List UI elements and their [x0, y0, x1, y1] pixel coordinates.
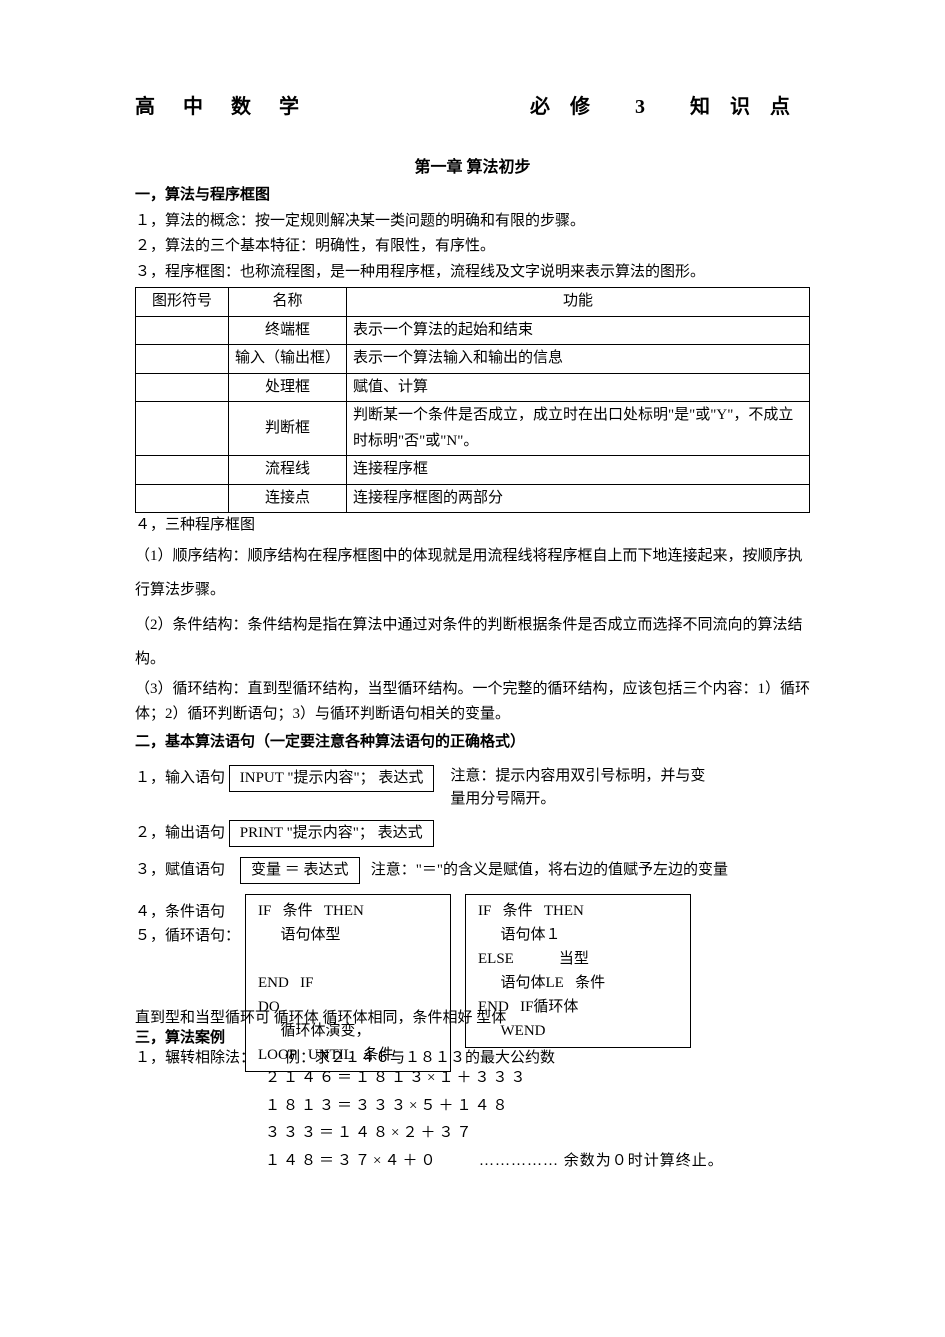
- cell-name: 连接点: [229, 484, 347, 513]
- th-function: 功能: [347, 288, 810, 317]
- cell-func: 表示一个算法的起始和结束: [347, 316, 810, 345]
- title-right: 必修 3 知识点: [530, 90, 810, 124]
- calc-last: １４８＝３７×４＋０: [265, 1153, 438, 1169]
- cell-symbol: [136, 456, 229, 485]
- cell-name: 终端框: [229, 316, 347, 345]
- document-title: 高中数学 必修 3 知识点: [135, 90, 810, 124]
- s3-1: １，辗转相除法： 例：求２１４６与１８１３的最大公约数: [135, 1046, 555, 1072]
- cell-symbol: [136, 402, 229, 456]
- cell-func: 赋值、计算: [347, 373, 810, 402]
- cell-func: 判断某一个条件是否成立，成立时在出口处标明"是"或"Y"，不成立时标明"否"或"…: [347, 402, 810, 456]
- table-row: 连接点 连接程序框图的两部分: [136, 484, 810, 513]
- table-row: 判断框 判断某一个条件是否成立，成立时在出口处标明"是"或"Y"，不成立时标明"…: [136, 402, 810, 456]
- stmt-note: 注意：提示内容用双引号标明，并与变量用分号隔开。: [450, 765, 710, 810]
- document-page: 高中数学 必修 3 知识点 第一章 算法初步 一，算法与程序框图 １，算法的概念…: [0, 0, 945, 1236]
- cell-func: 连接程序框图的两部分: [347, 484, 810, 513]
- cell-name: 输入（输出框）: [229, 345, 347, 374]
- symbol-table: 图形符号 名称 功能 终端框 表示一个算法的起始和结束 输入（输出框） 表示一个…: [135, 287, 810, 513]
- stmt1-box: INPUT "提示内容"； 表达式: [229, 765, 435, 792]
- para-1-4-1: （1）顺序结构：顺序结构在程序框图中的体现就是用流程线将程序框自上而下地连接起来…: [135, 539, 810, 608]
- table-row: 输入（输出框） 表示一个算法输入和输出的信息: [136, 345, 810, 374]
- stmt1-label: １，输入语句: [135, 770, 225, 786]
- calc-line: ３３３＝１４８×２＋３７: [265, 1121, 810, 1147]
- para-1-1: １，算法的概念：按一定规则解决某一类问题的明确和有限的步骤。: [135, 209, 810, 235]
- para-1-3: ３，程序框图：也称流程图，是一种用程序框，流程线及文字说明来表示算法的图形。: [135, 260, 810, 286]
- th-name: 名称: [229, 288, 347, 317]
- calc-line: １８１３＝３３３×５＋１４８: [265, 1094, 810, 1120]
- euclid-calc: ２１４６＝１８１３×１＋３３３ １８１３＝３３３×５＋１４８ ３３３＝１４８×２…: [265, 1066, 810, 1174]
- title-left: 高中数学: [135, 90, 327, 124]
- table-header-row: 图形符号 名称 功能: [136, 288, 810, 317]
- s3-1-example: 例：求２１４６与１８１３的最大公约数: [285, 1050, 555, 1066]
- section-1-heading: 一，算法与程序框图: [135, 183, 810, 209]
- stmt5-label: ５，循环语句：: [135, 924, 240, 950]
- stmt-row-input: １，输入语句 INPUT "提示内容"； 表达式 注意：提示内容用双引号标明，并…: [135, 765, 810, 810]
- cell-symbol: [136, 345, 229, 374]
- para-1-4-3: （3）循环结构：直到型循环结构，当型循环结构。一个完整的循环结构，应该包括三个内…: [135, 677, 810, 728]
- cell-name: 判断框: [229, 402, 347, 456]
- stmt3-note: 注意："＝"的含义是赋值，将右边的值赋予左边的变量: [371, 862, 728, 878]
- para-1-4: ４，三种程序框图: [135, 513, 810, 539]
- table-row: 流程线 连接程序框: [136, 456, 810, 485]
- s3-1-label: １，辗转相除法：: [135, 1050, 255, 1066]
- table-row: 处理框 赋值、计算: [136, 373, 810, 402]
- table-row: 终端框 表示一个算法的起始和结束: [136, 316, 810, 345]
- overlay-text: 直到型和当型循环可 循环体 循环体相同，条件相好 型体: [135, 1006, 815, 1032]
- section-2-heading: 二，基本算法语句（一定要注意各种算法语句的正确格式）: [135, 730, 810, 756]
- calc-line: １４８＝３７×４＋０ …………… 余数为０时计算终止。: [265, 1149, 810, 1175]
- th-symbol: 图形符号: [136, 288, 229, 317]
- stmt4-label: ４，条件语句: [135, 900, 225, 926]
- cell-symbol: [136, 484, 229, 513]
- para-1-4-2: （2）条件结构：条件结构是指在算法中通过对条件的判断根据条件是否成立而选择不同流…: [135, 608, 810, 677]
- stmt2-box: PRINT "提示内容"； 表达式: [229, 820, 434, 847]
- cell-name: 流程线: [229, 456, 347, 485]
- cell-symbol: [136, 373, 229, 402]
- cell-func: 表示一个算法输入和输出的信息: [347, 345, 810, 374]
- stmt-row-assign: ３，赋值语句 变量 ＝ 表达式 注意："＝"的含义是赋值，将右边的值赋予左边的变…: [135, 857, 810, 884]
- cell-symbol: [136, 316, 229, 345]
- calc-tail: …………… 余数为０时计算终止。: [479, 1153, 724, 1169]
- chapter-title: 第一章 算法初步: [135, 154, 810, 181]
- stmt2-label: ２，输出语句: [135, 825, 225, 841]
- cell-name: 处理框: [229, 373, 347, 402]
- stmt3-label: ３，赋值语句: [135, 862, 225, 878]
- para-1-2: ２，算法的三个基本特征：明确性，有限性，有序性。: [135, 234, 810, 260]
- cell-func: 连接程序框: [347, 456, 810, 485]
- stmt3-box: 变量 ＝ 表达式: [240, 857, 360, 884]
- stmt-row-output: ２，输出语句 PRINT "提示内容"； 表达式: [135, 820, 810, 847]
- if-loop-area: ４，条件语句 ５，循环语句： IF 条件 THEN 语句体型 END IF DO…: [135, 894, 810, 1064]
